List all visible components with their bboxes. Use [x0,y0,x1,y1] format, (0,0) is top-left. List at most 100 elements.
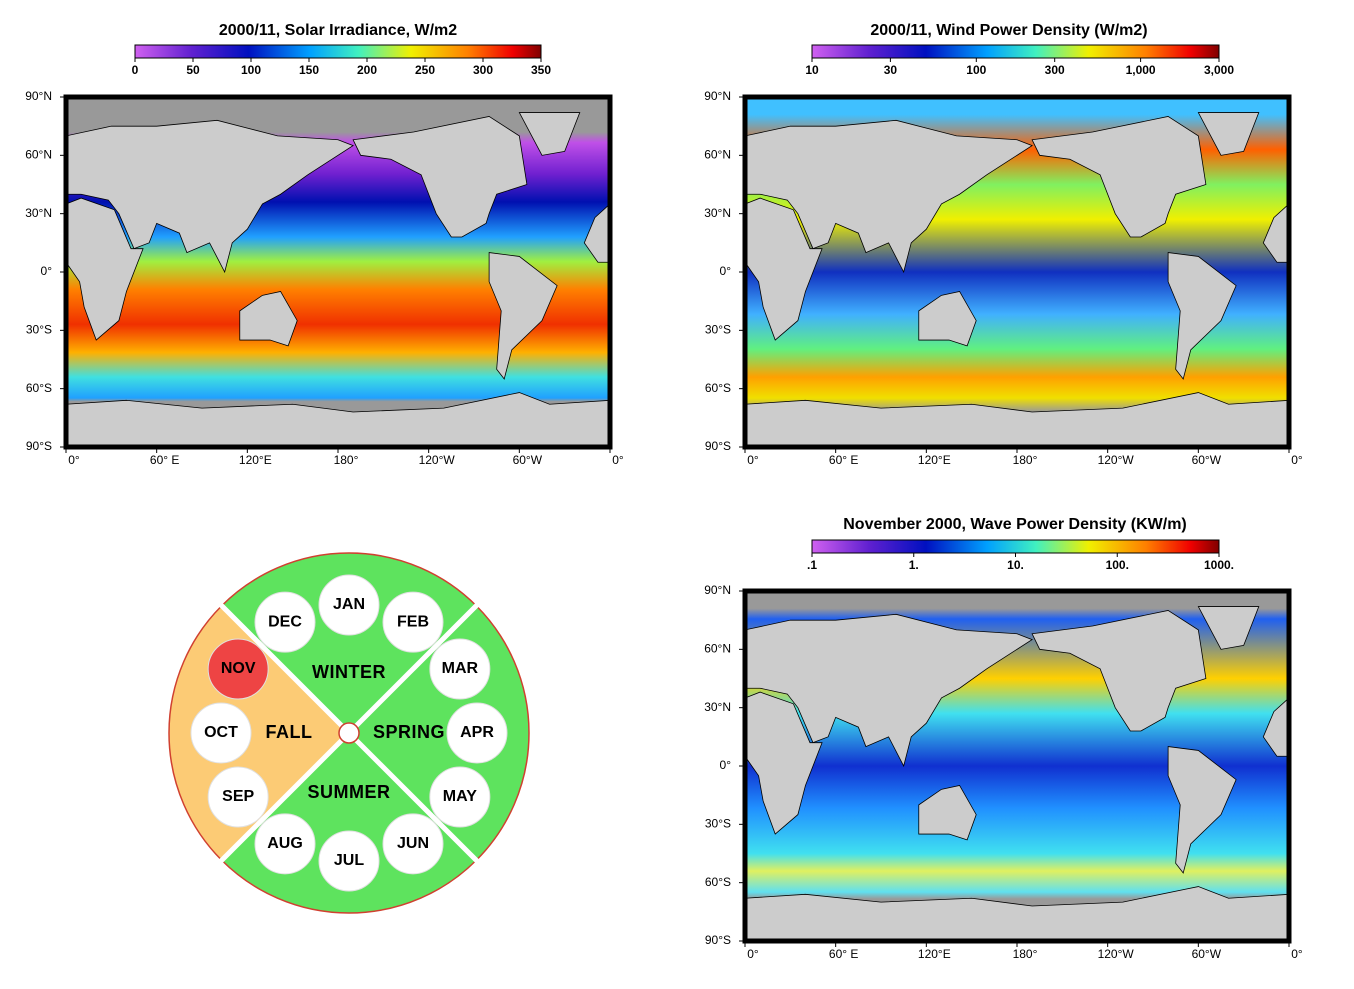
month-circle [382,591,444,653]
lon-label: 0° [68,453,80,467]
lon-label: 0° [747,453,759,467]
lon-label: 60° E [150,453,179,467]
colorbar-tick-label: 350 [531,63,551,77]
month-circle [382,813,444,875]
colorbar-tick-label: 30 [884,63,898,77]
lat-label: 60°N [704,642,731,656]
lat-label: 90°N [25,89,52,103]
colorbar-tick-label: 1. [909,558,919,572]
colorbar-tick-label: 100 [966,63,986,77]
month-circle [446,702,508,764]
lat-label: 90°N [704,89,731,103]
lon-label: 60°W [1192,947,1222,961]
lat-label: 30°N [25,206,52,220]
map-title: 2000/11, Wind Power Density (W/m2) [870,22,1147,39]
month-circle [254,813,316,875]
colorbar [811,539,1220,554]
colorbar-tick-label: 200 [357,63,377,77]
lat-label: 0° [41,264,53,278]
map [744,97,1290,448]
lon-label: 120°W [1098,947,1135,961]
colorbar-tick-label: .1 [807,558,817,572]
lon-label: 180° [334,453,359,467]
lon-label: 120°W [1098,453,1135,467]
colorbar-tick-label: 100. [1106,558,1129,572]
map [744,591,1290,942]
lat-label: 60°N [25,148,52,162]
lon-label: 120°E [239,453,272,467]
lat-label: 30°N [704,206,731,220]
colorbar-tick-label: 250 [415,63,435,77]
lat-label: 30°S [26,323,52,337]
lat-label: 60°S [705,875,731,889]
month-circle [318,830,380,892]
lon-label: 60°W [1192,453,1222,467]
month-circle [207,638,269,700]
colorbar-tick-label: 1000. [1204,558,1234,572]
lat-label: 60°S [26,381,52,395]
colorbar-tick-label: 100 [241,63,261,77]
colorbar-tick-label: 10. [1007,558,1024,572]
lat-label: 90°S [705,439,731,453]
wheel-center [338,722,360,744]
month-label: APR [460,724,494,741]
month-label: JUL [334,852,364,869]
colorbar-tick-label: 300 [473,63,493,77]
month-label: MAY [443,788,477,805]
lat-label: 90°S [26,439,52,453]
season-label: WINTER [312,662,386,682]
colorbar-tick-label: 50 [186,63,200,77]
map-title: 2000/11, Solar Irradiance, W/m2 [219,22,457,39]
month-label: AUG [267,835,303,852]
lon-label: 60°W [513,453,543,467]
lon-label: 0° [747,947,759,961]
month-label: OCT [204,724,238,741]
lon-label: 0° [612,453,624,467]
month-circle [429,766,491,828]
season-label: SUMMER [308,782,391,802]
map-title: November 2000, Wave Power Density (KW/m) [843,516,1187,533]
lon-label: 0° [1291,947,1303,961]
lon-label: 120°E [918,947,951,961]
month-circle [190,702,252,764]
lat-label: 0° [720,758,732,772]
month-label: JAN [333,596,365,613]
month-circle [429,638,491,700]
colorbar [134,44,542,59]
month-label: NOV [221,660,256,677]
lat-label: 30°N [704,700,731,714]
lon-label: 0° [1291,453,1303,467]
lon-label: 120°E [918,453,951,467]
map [65,97,611,448]
lon-label: 60° E [829,947,858,961]
lat-label: 30°S [705,817,731,831]
month-label: MAR [442,660,479,677]
month-circle [254,591,316,653]
colorbar-tick-label: 10 [805,63,819,77]
colorbar-tick-label: 300 [1045,63,1065,77]
colorbar-tick-label: 0 [132,63,139,77]
colorbar-tick-label: 3,000 [1204,63,1234,77]
month-label: DEC [268,613,302,630]
colorbar-tick-label: 1,000 [1126,63,1156,77]
lat-label: 0° [720,264,732,278]
lon-label: 120°W [419,453,456,467]
lat-label: 90°S [705,933,731,947]
season-label: SPRING [373,722,445,742]
month-circle [318,574,380,636]
lon-label: 180° [1013,453,1038,467]
lat-label: 90°N [704,583,731,597]
lat-label: 60°S [705,381,731,395]
lat-label: 60°N [704,148,731,162]
month-label: JUN [397,835,429,852]
month-circle [207,766,269,828]
lon-label: 60° E [829,453,858,467]
colorbar [811,44,1220,59]
lat-label: 30°S [705,323,731,337]
month-label: SEP [222,788,254,805]
lon-label: 180° [1013,947,1038,961]
season-label: FALL [266,722,313,742]
month-label: FEB [397,613,429,630]
colorbar-tick-label: 150 [299,63,319,77]
